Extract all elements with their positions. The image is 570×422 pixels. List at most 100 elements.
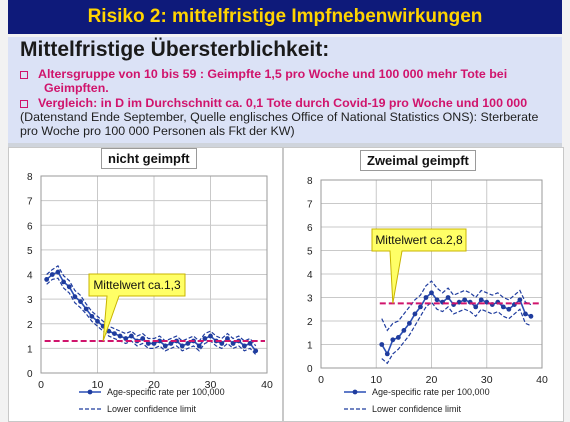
y-tick-label: 6 bbox=[27, 221, 33, 232]
rate-data-point bbox=[89, 313, 95, 319]
bullet-age-group-text: Altersgruppe von 10 bis 59 : Geimpfte 1,… bbox=[38, 67, 508, 81]
y-tick-label: 1 bbox=[27, 344, 33, 355]
x-tick-label: 40 bbox=[536, 374, 548, 386]
chart-title: Zweimal geimpft bbox=[360, 150, 476, 171]
y-tick-label: 8 bbox=[307, 176, 313, 187]
rate-data-point bbox=[473, 304, 479, 310]
rate-data-point bbox=[44, 277, 50, 282]
rate-data-point bbox=[168, 341, 174, 346]
confidence-limit-line bbox=[46, 277, 257, 355]
x-tick-label: 10 bbox=[370, 374, 382, 386]
x-tick-label: 20 bbox=[148, 379, 160, 391]
bullet-comparison: Vergleich: in D im Durchschnitt ca. 0,1 … bbox=[20, 96, 527, 110]
legend-lower-label: Lower confidence limit bbox=[372, 404, 462, 414]
legend-lower-label: Lower confidence limit bbox=[107, 404, 197, 414]
legend-rate-label: Age-specific rate per 100,000 bbox=[107, 387, 225, 397]
y-tick-label: 8 bbox=[27, 172, 33, 183]
rate-data-point bbox=[462, 297, 468, 303]
bullet-age-group: Altersgruppe von 10 bis 59 : Geimpfte 1,… bbox=[20, 67, 560, 81]
rate-data-point bbox=[528, 313, 534, 319]
chart-vaccinated-twice-svg: 0 1 2 3 4 5 6 7 8 0 10 20 30 40 Mittelwert ca.2,8 Age-s… bbox=[307, 176, 548, 414]
rate-data-point bbox=[423, 295, 429, 300]
rate-data-point bbox=[202, 336, 208, 341]
mean-callout bbox=[88, 273, 186, 342]
x-tick-label: 40 bbox=[261, 379, 273, 391]
rate-data-point bbox=[129, 333, 134, 339]
x-tick-label: 0 bbox=[318, 374, 324, 386]
source-note-line2: pro Woche pro 100 000 Personen als Fkt d… bbox=[20, 124, 295, 138]
rate-data-point bbox=[112, 331, 117, 336]
rate-data-point bbox=[434, 297, 440, 303]
y-tick-label: 4 bbox=[27, 271, 33, 282]
section-heading: Mittelfristige Übersterblichkeit: bbox=[20, 38, 330, 61]
plot-area bbox=[320, 179, 543, 369]
y-tick-label: 3 bbox=[27, 295, 33, 306]
rate-data-point bbox=[61, 279, 66, 285]
rate-data-point bbox=[506, 306, 512, 312]
x-tick-label: 20 bbox=[426, 374, 438, 386]
rate-data-point bbox=[208, 333, 213, 339]
rate-data-point bbox=[49, 272, 55, 277]
chart-unvaccinated: 0 1 2 3 4 5 6 7 8 0 10 20 30 40 Mittelwert ca.1,3 Age-s… bbox=[8, 147, 283, 422]
rate-data-point bbox=[418, 304, 423, 310]
y-tick-label: 2 bbox=[307, 317, 313, 328]
rate-data-point bbox=[55, 269, 61, 275]
rate-data-point bbox=[123, 336, 129, 341]
y-tick-label: 5 bbox=[307, 247, 313, 258]
rate-data-point bbox=[117, 333, 123, 339]
x-tick-label: 0 bbox=[38, 379, 44, 391]
rate-data-point bbox=[106, 328, 112, 334]
plot-area bbox=[40, 175, 268, 374]
rate-data-point bbox=[196, 343, 202, 349]
rate-data-point bbox=[78, 299, 83, 304]
mean-callout-label: Mittelwert ca.1,3 bbox=[93, 278, 181, 292]
rate-data-point bbox=[230, 341, 236, 346]
rate-data-point bbox=[412, 311, 418, 317]
rate-data-point bbox=[72, 294, 78, 300]
rate-data-point bbox=[517, 297, 523, 303]
rate-data-point bbox=[66, 284, 72, 290]
y-tick-label: 0 bbox=[27, 369, 33, 380]
rate-data-point bbox=[500, 304, 506, 310]
y-tick-label: 2 bbox=[27, 320, 33, 331]
rate-data-point bbox=[445, 295, 451, 300]
slide-title: Risiko 2: mittelfristige Impfnebenwirkun… bbox=[8, 0, 562, 34]
y-tick-label: 4 bbox=[307, 270, 313, 281]
rate-data-point bbox=[179, 343, 185, 349]
legend-rate-marker bbox=[352, 389, 358, 395]
source-note-line1: (Datenstand Ende September, Quelle engli… bbox=[20, 110, 539, 124]
bullet-comparison-text: Vergleich: in D im Durchschnitt ca. 0,1 … bbox=[38, 96, 528, 110]
y-tick-label: 7 bbox=[27, 197, 33, 208]
divider-strip bbox=[8, 143, 562, 147]
confidence-limit-line bbox=[381, 280, 532, 332]
rate-data-point bbox=[225, 336, 230, 341]
rate-data-point bbox=[247, 341, 253, 346]
x-tick-label: 10 bbox=[92, 379, 104, 391]
x-tick-label: 30 bbox=[205, 379, 217, 391]
rate-data-point bbox=[157, 338, 163, 344]
rate-data-point bbox=[523, 311, 528, 317]
legend-rate-label: Age-specific rate per 100,000 bbox=[372, 387, 490, 397]
y-tick-label: 0 bbox=[307, 364, 313, 375]
mean-callout-label: Mittelwert ca.2,8 bbox=[375, 233, 463, 247]
rate-data-point bbox=[253, 348, 259, 354]
chart-vaccinated-twice: 0 1 2 3 4 5 6 7 8 0 10 20 30 40 Mittelwert ca.2,8 Age-s… bbox=[283, 147, 564, 422]
rate-data-point bbox=[456, 299, 462, 305]
rate-data-point bbox=[162, 343, 168, 349]
bullet-square-icon bbox=[20, 99, 28, 108]
rate-data-point bbox=[395, 335, 401, 340]
x-tick-label: 30 bbox=[481, 374, 493, 386]
rate-data-point bbox=[384, 351, 390, 357]
confidence-limit-line bbox=[381, 301, 532, 365]
chart-title: nicht geimpft bbox=[101, 148, 197, 169]
rate-data-point bbox=[219, 341, 225, 346]
rate-data-point bbox=[429, 290, 434, 296]
rate-data-point bbox=[140, 336, 146, 341]
bullet-square-icon bbox=[20, 70, 28, 79]
y-tick-label: 5 bbox=[27, 246, 33, 257]
text-panel: Mittelfristige Übersterblichkeit: Alters… bbox=[8, 37, 562, 143]
rate-data-point bbox=[151, 341, 157, 346]
rate-data-point bbox=[379, 342, 385, 347]
y-tick-label: 7 bbox=[307, 200, 313, 211]
rate-data-point bbox=[145, 341, 151, 346]
